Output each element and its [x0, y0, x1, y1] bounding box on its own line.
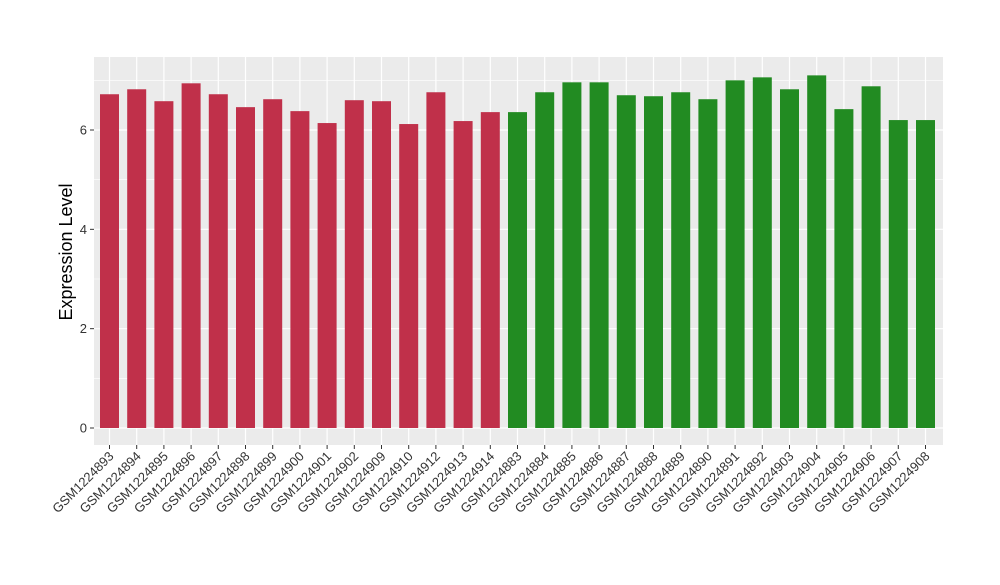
- bar: [888, 120, 908, 428]
- bar: [344, 100, 364, 428]
- y-tick-label: 0: [80, 421, 87, 436]
- bar: [698, 99, 718, 429]
- bar: [616, 95, 636, 428]
- bar: [562, 82, 582, 428]
- bar: [916, 120, 935, 428]
- bar: [317, 123, 337, 429]
- bar: [480, 112, 500, 429]
- bar: [671, 92, 691, 428]
- y-tick-label: 6: [80, 123, 87, 138]
- bar: [752, 77, 772, 428]
- y-axis: 0 2 4 6: [80, 123, 94, 436]
- bar: [589, 82, 609, 428]
- bar: [399, 124, 419, 428]
- y-tick-label: 4: [80, 222, 87, 237]
- bar: [453, 121, 473, 428]
- bar: [807, 75, 827, 429]
- x-axis: GSM1224893GSM1224894GSM1224895GSM1224896…: [49, 445, 933, 516]
- bar: [780, 89, 799, 429]
- bar: [236, 107, 255, 429]
- bar: [181, 83, 201, 428]
- bar: [834, 109, 854, 428]
- bar-layer: [100, 75, 935, 429]
- bar: [100, 94, 119, 429]
- bar: [127, 89, 147, 429]
- bar: [372, 101, 391, 428]
- y-tick-label: 2: [80, 321, 87, 336]
- y-axis-label: Expression Level: [56, 183, 76, 320]
- bar: [154, 101, 174, 428]
- bar: [290, 111, 310, 428]
- bar: [208, 94, 228, 429]
- bar: [535, 92, 555, 428]
- bar: [644, 96, 663, 428]
- bar: [508, 112, 527, 429]
- bar: [861, 86, 881, 428]
- bar: [426, 92, 446, 428]
- bar: [725, 80, 745, 428]
- bar: [263, 99, 283, 429]
